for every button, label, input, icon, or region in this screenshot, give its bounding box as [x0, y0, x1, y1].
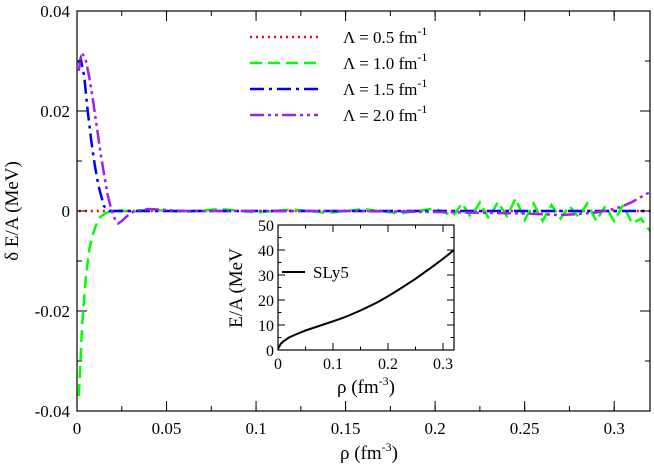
legend-label-4: Λ = 2.0 fm-1 [343, 102, 427, 125]
main-series-line-3 [77, 53, 650, 213]
main-y-axis-title: δ E/A (MeV) [2, 161, 23, 261]
main-series-group [77, 50, 650, 397]
main-series-line-4 [77, 50, 650, 226]
inset-y-tick-label: 50 [258, 218, 274, 235]
main-x-tick-label: 0.2 [425, 419, 446, 438]
legend-label-3: Λ = 1.5 fm-1 [343, 76, 427, 99]
main-legend: Λ = 0.5 fm-1 Λ = 1.0 fm-1 Λ = 1.5 fm-1 Λ = … [250, 24, 427, 125]
main-y-tick-label: 0.04 [40, 2, 70, 21]
main-y-tick-label: -0.02 [35, 302, 70, 321]
main-ticks-group: 0 0.05 0.1 0.15 0.2 0.25 0.3 -0.04 -0.02 0 0.02 0.0… [35, 2, 650, 438]
inset-ticks-group: 0 0.1 0.2 0.3 0 10 20 30 40 50 [258, 218, 454, 373]
inset-x-tick-label: 0.2 [378, 356, 398, 373]
inset-series-group [278, 249, 454, 350]
inset-y-tick-label: 40 [258, 243, 274, 260]
main-x-tick-label: 0.05 [152, 419, 182, 438]
main-x-tick-label: 0.25 [510, 419, 540, 438]
main-x-axis-title: ρ (fm-3) [340, 440, 398, 464]
main-series-line-2 [77, 195, 650, 397]
inset-legend-label: SLy5 [313, 263, 349, 282]
inset-x-tick-label: 0.3 [433, 356, 453, 373]
main-x-tick-label: 0.1 [245, 419, 266, 438]
inset-legend: SLy5 [282, 263, 349, 282]
inset-y-tick-label: 10 [258, 318, 274, 335]
main-y-tick-label: 0 [62, 202, 71, 221]
legend-label-2: Λ = 1.0 fm-1 [343, 50, 427, 73]
main-chart: 0 0.05 0.1 0.15 0.2 0.25 0.3 -0.04 -0.02 0 0.02 0.0… [2, 2, 651, 464]
main-y-tick-label: -0.04 [35, 402, 71, 421]
inset-y-axis-title: E/A (MeV [226, 248, 247, 328]
inset-y-tick-label: 0 [266, 343, 274, 360]
inset-x-tick-label: 0 [274, 356, 282, 373]
legend-label-1: Λ = 0.5 fm-1 [343, 24, 427, 47]
inset-y-tick-label: 20 [258, 293, 274, 310]
main-x-tick-label: 0 [73, 419, 82, 438]
inset-series-line-1 [278, 249, 454, 350]
main-x-tick-label: 0.15 [331, 419, 361, 438]
main-y-tick-label: 0.02 [40, 102, 70, 121]
inset-x-axis-title: ρ (fm-3) [337, 374, 395, 398]
inset-y-tick-label: 30 [258, 268, 274, 285]
main-x-tick-label: 0.3 [604, 419, 625, 438]
inset-x-tick-label: 0.1 [323, 356, 343, 373]
